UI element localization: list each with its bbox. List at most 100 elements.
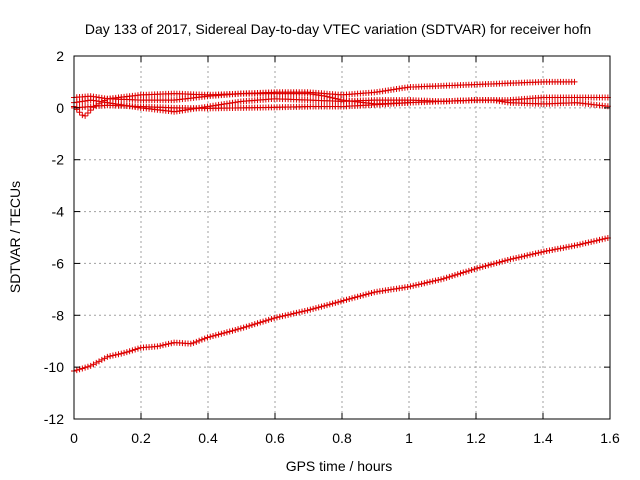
data-point [159, 342, 166, 349]
data-point [446, 273, 453, 280]
data-point [162, 341, 169, 348]
data-point [543, 248, 550, 255]
data-point [574, 242, 581, 249]
data-point [126, 348, 133, 355]
data-point [198, 336, 205, 343]
data-point [337, 298, 344, 305]
data-point [265, 316, 272, 323]
data-point [463, 268, 470, 275]
data-point [262, 317, 269, 324]
data-point [212, 332, 219, 339]
data-point [485, 262, 492, 269]
data-point [515, 254, 522, 261]
data-point [602, 235, 609, 242]
data-point [279, 313, 286, 320]
data-point [451, 272, 458, 279]
x-tick-label: 1 [405, 430, 413, 446]
data-point [360, 292, 367, 299]
data-point [590, 238, 597, 245]
data-point [115, 351, 122, 358]
data-point [546, 247, 553, 254]
data-point [438, 276, 445, 283]
data-point [418, 280, 425, 287]
data-point [248, 322, 255, 329]
data-point [332, 299, 339, 306]
data-point [285, 311, 292, 318]
data-point [321, 302, 328, 309]
axis-layer: 0 0.2 0.4 0.6 0.8 1 1.2 1.4 1.6 -12 -10 -8 -6 -4 -2 0 2 [44, 48, 620, 446]
data-point [407, 283, 414, 290]
data-point [535, 249, 542, 256]
data-point [474, 265, 481, 272]
data-point [524, 252, 531, 259]
data-point [229, 327, 236, 334]
data-point [415, 281, 422, 288]
data-point [257, 319, 264, 326]
data-point [349, 295, 356, 302]
data-point [371, 289, 378, 296]
data-point [443, 274, 450, 281]
data-point [493, 260, 500, 267]
data-point [496, 259, 503, 266]
data-point [240, 324, 247, 331]
data-point [540, 248, 547, 255]
grid-layer [74, 56, 610, 419]
data-point [296, 309, 303, 316]
data-point [82, 112, 89, 119]
data-point [465, 267, 472, 274]
data-point [518, 253, 525, 260]
y-axis-label: SDTVAR / TECUs [7, 181, 23, 293]
data-point [552, 246, 559, 253]
data-point [404, 99, 411, 106]
data-point [246, 322, 253, 329]
data-point [301, 307, 308, 314]
y-tick-label: -2 [52, 152, 65, 168]
data-point [335, 299, 342, 306]
data-point [457, 270, 464, 277]
data-point [251, 321, 258, 328]
data-point [329, 300, 336, 307]
data-point [237, 325, 244, 332]
data-point [321, 93, 328, 100]
data-point [499, 258, 506, 265]
data-point [109, 352, 116, 359]
data-point [271, 315, 278, 322]
data-point [482, 263, 489, 270]
x-tick-label: 0 [70, 430, 78, 446]
x-tick-label: 0.4 [198, 430, 218, 446]
data-point [260, 318, 267, 325]
data-point [571, 242, 578, 249]
data-point [340, 297, 347, 304]
data-point [299, 308, 306, 315]
data-point [577, 241, 584, 248]
data-point [521, 253, 528, 260]
data-point [326, 94, 333, 101]
data-point [488, 261, 495, 268]
data-point [507, 256, 514, 263]
data-points-layer [71, 78, 611, 375]
data-point [565, 243, 572, 250]
data-point [123, 349, 130, 356]
data-point [571, 78, 578, 85]
data-point [107, 353, 114, 360]
data-point [549, 246, 556, 253]
data-point [504, 257, 511, 264]
data-point [324, 93, 331, 100]
data-point [560, 244, 567, 251]
data-point [351, 294, 358, 301]
data-point [157, 342, 164, 349]
data-point [357, 293, 364, 300]
data-point [221, 329, 228, 336]
data-point [476, 264, 483, 271]
y-tick-label: -4 [52, 204, 65, 220]
data-point [324, 302, 331, 309]
data-point [318, 303, 325, 310]
data-point [235, 326, 242, 333]
data-point [413, 282, 420, 289]
data-point [346, 296, 353, 303]
data-point [243, 323, 250, 330]
data-point [490, 260, 497, 267]
data-point [121, 349, 128, 356]
data-point [79, 365, 86, 372]
